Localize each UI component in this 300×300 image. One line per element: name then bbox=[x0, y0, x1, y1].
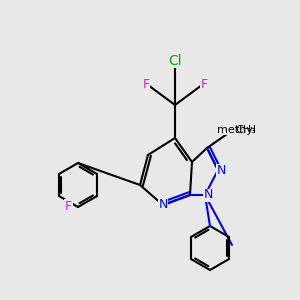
Text: F: F bbox=[200, 79, 208, 92]
Text: CH₃: CH₃ bbox=[235, 125, 256, 135]
Text: N: N bbox=[158, 199, 168, 212]
Text: N: N bbox=[216, 164, 226, 176]
Text: Cl: Cl bbox=[168, 54, 182, 68]
Text: N: N bbox=[203, 188, 213, 202]
Text: methyl: methyl bbox=[217, 125, 256, 135]
Text: F: F bbox=[65, 200, 72, 214]
Text: F: F bbox=[142, 79, 150, 92]
